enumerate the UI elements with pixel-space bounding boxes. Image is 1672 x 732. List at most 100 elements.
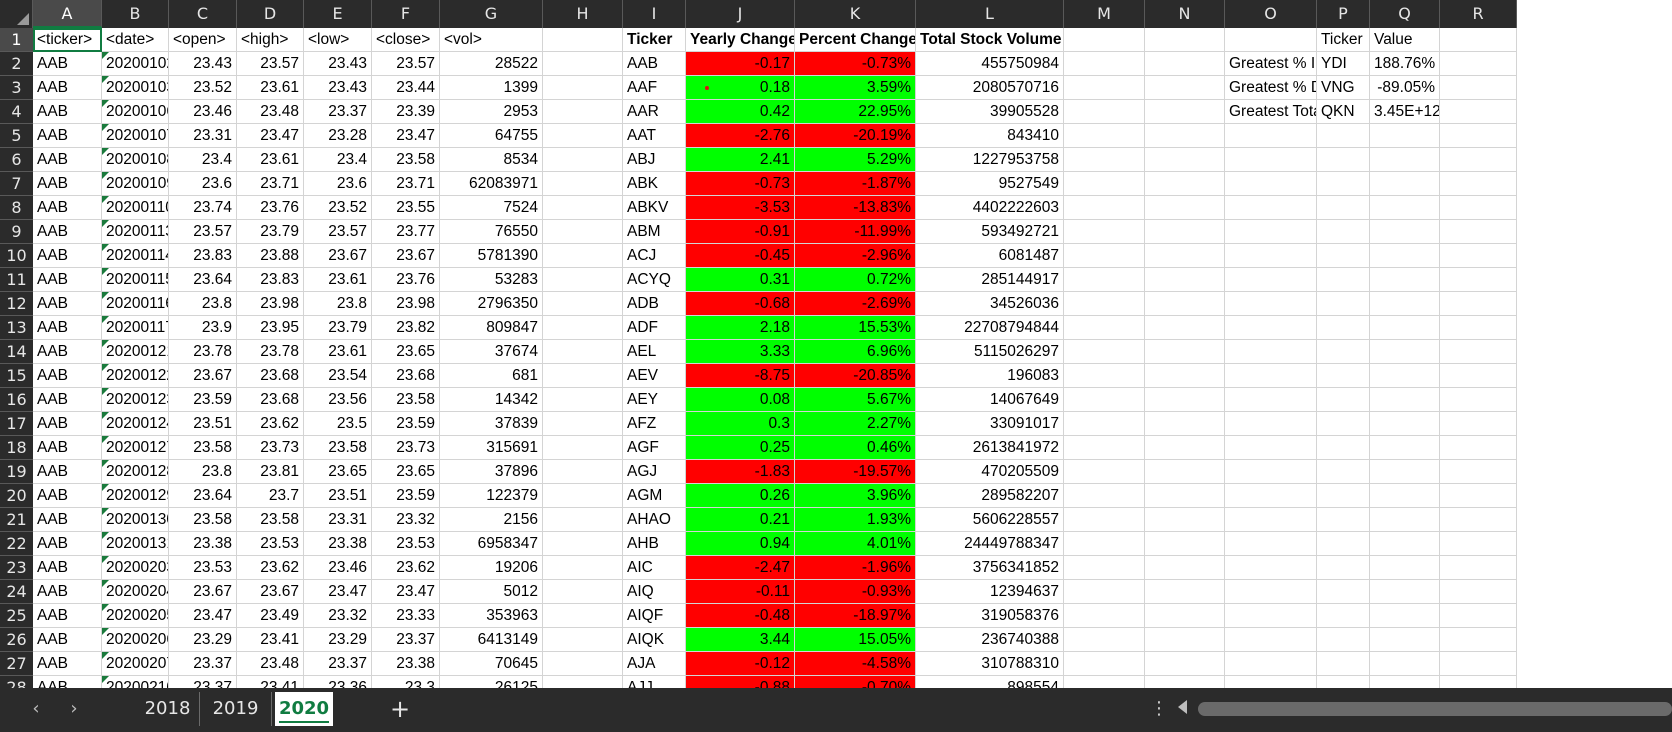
close-cell[interactable]: 23.73 — [372, 436, 440, 460]
empty-cell[interactable] — [1225, 316, 1317, 340]
close-cell[interactable]: 23.47 — [372, 580, 440, 604]
open-cell[interactable]: 23.8 — [169, 292, 237, 316]
close-cell[interactable]: 23.58 — [372, 388, 440, 412]
empty-cell[interactable] — [1064, 484, 1145, 508]
greatest-ticker-cell[interactable]: VNG — [1317, 76, 1370, 100]
empty-cell[interactable] — [1370, 316, 1440, 340]
high-cell[interactable]: 23.98 — [237, 292, 304, 316]
yearly-change-cell[interactable]: -8.75 — [686, 364, 795, 388]
low-cell[interactable]: 23.56 — [304, 388, 372, 412]
high-cell[interactable]: 23.79 — [237, 220, 304, 244]
empty-cell[interactable] — [1317, 628, 1370, 652]
row-header-25[interactable]: 25 — [0, 604, 33, 628]
vol-cell[interactable]: 5781390 — [440, 244, 543, 268]
empty-cell[interactable] — [1225, 148, 1317, 172]
empty-cell[interactable] — [1145, 484, 1225, 508]
date-cell[interactable]: 20200124 — [102, 412, 169, 436]
empty-cell[interactable] — [543, 244, 623, 268]
header-cell-g[interactable]: <vol> — [440, 28, 543, 52]
empty-cell[interactable] — [1225, 556, 1317, 580]
greatest-value-cell[interactable]: 188.76% — [1370, 52, 1440, 76]
close-cell[interactable]: 23.59 — [372, 412, 440, 436]
close-cell[interactable]: 23.53 — [372, 532, 440, 556]
high-cell[interactable]: 23.53 — [237, 532, 304, 556]
empty-cell[interactable] — [1145, 556, 1225, 580]
percent-change-cell[interactable]: -2.96% — [795, 244, 916, 268]
vol-cell[interactable]: 681 — [440, 364, 543, 388]
empty-cell[interactable] — [1440, 604, 1517, 628]
empty-cell[interactable] — [1317, 316, 1370, 340]
row-header-18[interactable]: 18 — [0, 436, 33, 460]
high-cell[interactable]: 23.68 — [237, 388, 304, 412]
percent-change-cell[interactable]: 3.96% — [795, 484, 916, 508]
percent-change-cell[interactable]: 0.46% — [795, 436, 916, 460]
low-cell[interactable]: 23.37 — [304, 100, 372, 124]
yearly-change-cell[interactable]: -2.76 — [686, 124, 795, 148]
empty-cell[interactable] — [1440, 676, 1517, 688]
close-cell[interactable]: 23.68 — [372, 364, 440, 388]
header-cell-b[interactable]: <date> — [102, 28, 169, 52]
empty-cell[interactable] — [1064, 244, 1145, 268]
high-cell[interactable]: 23.47 — [237, 124, 304, 148]
ticker-cell[interactable]: AAB — [33, 652, 102, 676]
empty-cell[interactable] — [1064, 676, 1145, 688]
column-header-o[interactable]: O — [1225, 0, 1317, 28]
vol-cell[interactable]: 64755 — [440, 124, 543, 148]
close-cell[interactable]: 23.39 — [372, 100, 440, 124]
row-header-22[interactable]: 22 — [0, 532, 33, 556]
open-cell[interactable]: 23.31 — [169, 124, 237, 148]
column-header-r[interactable]: R — [1440, 0, 1517, 28]
empty-cell[interactable] — [1440, 388, 1517, 412]
open-cell[interactable]: 23.37 — [169, 652, 237, 676]
open-cell[interactable]: 23.67 — [169, 364, 237, 388]
empty-cell[interactable] — [1317, 124, 1370, 148]
total-volume-cell[interactable]: 6081487 — [916, 244, 1064, 268]
ticker-cell[interactable]: AAB — [33, 172, 102, 196]
high-cell[interactable]: 23.81 — [237, 460, 304, 484]
empty-cell[interactable] — [1064, 460, 1145, 484]
open-cell[interactable]: 23.59 — [169, 388, 237, 412]
empty-cell[interactable] — [1370, 652, 1440, 676]
empty-cell[interactable] — [543, 532, 623, 556]
row-header-5[interactable]: 5 — [0, 124, 33, 148]
high-cell[interactable]: 23.67 — [237, 580, 304, 604]
high-cell[interactable]: 23.76 — [237, 196, 304, 220]
row-header-4[interactable]: 4 — [0, 100, 33, 124]
date-cell[interactable]: 20200116 — [102, 292, 169, 316]
yearly-change-cell[interactable]: 0.25 — [686, 436, 795, 460]
total-volume-cell[interactable]: 2613841972 — [916, 436, 1064, 460]
percent-change-cell[interactable]: -4.58% — [795, 652, 916, 676]
empty-cell[interactable] — [1145, 412, 1225, 436]
open-cell[interactable]: 23.47 — [169, 604, 237, 628]
total-volume-cell[interactable]: 34526036 — [916, 292, 1064, 316]
header-cell-e[interactable]: <low> — [304, 28, 372, 52]
empty-cell[interactable] — [1317, 388, 1370, 412]
low-cell[interactable]: 23.54 — [304, 364, 372, 388]
summary-ticker-cell[interactable]: AIQ — [623, 580, 686, 604]
yearly-change-cell[interactable]: 2.41 — [686, 148, 795, 172]
ticker-cell[interactable]: AAB — [33, 340, 102, 364]
empty-cell[interactable] — [1225, 124, 1317, 148]
greatest-value-cell[interactable]: 3.45E+12 — [1370, 100, 1440, 124]
column-header-a[interactable]: A — [33, 0, 102, 28]
low-cell[interactable]: 23.46 — [304, 556, 372, 580]
yearly-change-cell[interactable]: -0.68 — [686, 292, 795, 316]
vol-cell[interactable]: 14342 — [440, 388, 543, 412]
total-volume-cell[interactable]: 285144917 — [916, 268, 1064, 292]
low-cell[interactable]: 23.36 — [304, 676, 372, 688]
empty-cell[interactable] — [1064, 364, 1145, 388]
high-cell[interactable]: 23.95 — [237, 316, 304, 340]
empty-cell[interactable] — [1145, 676, 1225, 688]
empty-cell[interactable] — [1440, 268, 1517, 292]
empty-cell[interactable] — [543, 436, 623, 460]
empty-cell[interactable] — [1317, 340, 1370, 364]
summary-ticker-cell[interactable]: ABK — [623, 172, 686, 196]
open-cell[interactable]: 23.58 — [169, 508, 237, 532]
chevron-left-icon[interactable]: ‹ — [32, 698, 40, 719]
close-cell[interactable]: 23.32 — [372, 508, 440, 532]
open-cell[interactable]: 23.51 — [169, 412, 237, 436]
empty-cell[interactable] — [1440, 52, 1517, 76]
column-header-n[interactable]: N — [1145, 0, 1225, 28]
date-cell[interactable]: 20200203 — [102, 556, 169, 580]
date-cell[interactable]: 20200106 — [102, 100, 169, 124]
